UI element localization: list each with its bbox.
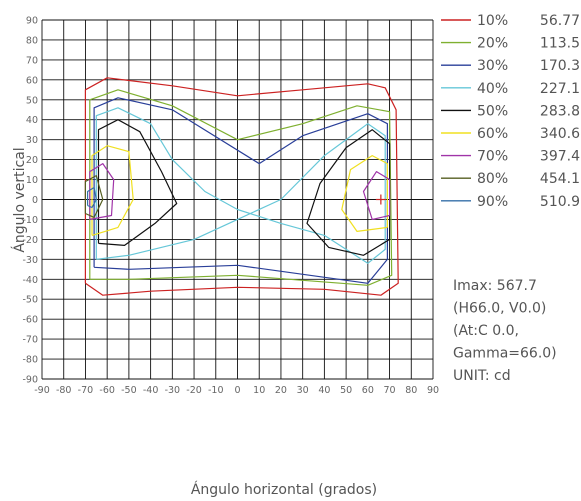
y-tick-label: -30 (22, 255, 38, 266)
x-tick-label: -70 (78, 385, 94, 396)
x-tick-label: -40 (143, 385, 159, 396)
legend-value: 113.5 (540, 36, 580, 52)
x-tick-label: 80 (405, 385, 417, 396)
x-tick-label: -10 (208, 385, 224, 396)
y-tick-label: 60 (26, 75, 38, 86)
legend-percent: 90% (477, 194, 508, 210)
contour-40pct (95, 107, 386, 264)
legend-percent: 50% (477, 103, 508, 119)
y-tick-label: -80 (22, 355, 38, 366)
contour-series (84, 77, 399, 296)
legend-percent: 20% (477, 36, 508, 52)
info-line: UNIT: cd (453, 368, 511, 384)
legend-percent: 70% (477, 149, 508, 165)
x-tick-label: 70 (384, 385, 396, 396)
legend-value: 227.1 (540, 81, 580, 97)
contour-60pct (91, 145, 134, 236)
contour-90pct (86, 186, 97, 209)
chart-grid (41, 19, 434, 380)
x-axis-title: Ángulo horizontal (grados) (191, 481, 377, 498)
y-tick-label: 80 (26, 35, 38, 46)
y-tick-label: 0 (32, 195, 38, 206)
contour-60pctb (341, 155, 388, 232)
x-tick-label: 20 (275, 385, 287, 396)
y-tick-label: 90 (26, 16, 38, 27)
x-tick-label: -60 (99, 385, 115, 396)
contour-50pctb (306, 129, 391, 256)
contour-70pctb (362, 171, 391, 220)
y-tick-label: -40 (22, 275, 38, 286)
intensity-info: Imax: 567.7 (H66.0, V0.0) (At:C 0.0, Gamma=… (453, 278, 557, 384)
legend-percent: 10% (477, 13, 508, 29)
y-tick-label: 70 (26, 55, 38, 66)
x-tick-label: 90 (427, 385, 439, 396)
contour-80pct (84, 175, 104, 218)
y-tick-label: 30 (26, 135, 38, 146)
legend-percent: 60% (477, 126, 508, 142)
legend: 10% 56.77 20% 113.5 30% 170.3 40% 227.1 50% 283.8… (441, 13, 580, 210)
contour-20pct (89, 89, 393, 286)
x-tick-label: -20 (186, 385, 202, 396)
y-tick-label: -10 (22, 215, 38, 226)
info-line: Gamma=66.0) (453, 346, 557, 362)
y-tick-labels: 90 80 70 60 50 40 30 20 10 0 -10 -20 -30 -40 -50 -60 -70… (22, 16, 38, 386)
legend-value: 340.6 (540, 126, 580, 142)
legend-value: 397.4 (540, 149, 580, 165)
y-tick-label: 20 (26, 155, 38, 166)
x-tick-label: -30 (165, 385, 181, 396)
legend-percent: 30% (477, 58, 508, 74)
x-tick-label: -90 (34, 385, 50, 396)
y-tick-label: 10 (26, 175, 38, 186)
legend-value: 56.77 (540, 13, 580, 29)
legend-percent: 80% (477, 171, 508, 187)
x-tick-label: -50 (121, 385, 137, 396)
y-tick-label: 50 (26, 95, 38, 106)
contour-70pct (89, 163, 115, 220)
x-tick-label: -80 (56, 385, 72, 396)
info-line: (H66.0, V0.0) (453, 301, 546, 317)
legend-value: 283.8 (540, 103, 580, 119)
y-tick-label: 40 (26, 115, 38, 126)
info-line: (At:C 0.0, (453, 323, 519, 339)
x-tick-label: 0 (234, 385, 240, 396)
legend-value: 510.9 (540, 194, 580, 210)
legend-value: 170.3 (540, 58, 580, 74)
x-tick-labels: -90 -80 -70 -60 -50 -40 -30 -20 -10 0 10 20 30 40 50 60… (34, 385, 439, 396)
y-tick-label: -60 (22, 315, 38, 326)
info-line: Imax: 567.7 (453, 278, 537, 294)
y-tick-label: -90 (22, 375, 38, 386)
x-tick-label: 40 (318, 385, 330, 396)
x-tick-label: 30 (297, 385, 309, 396)
x-tick-label: 60 (362, 385, 374, 396)
y-tick-label: -50 (22, 295, 38, 306)
contour-10pct (84, 77, 399, 296)
y-axis-title: Ángulo vertical (11, 147, 28, 252)
legend-percent: 40% (477, 81, 508, 97)
contour-30pct (93, 97, 388, 284)
contour-50pct (97, 119, 178, 246)
x-tick-label: 10 (253, 385, 265, 396)
x-tick-label: 50 (340, 385, 352, 396)
y-tick-label: -20 (22, 235, 38, 246)
y-tick-label: -70 (22, 335, 38, 346)
legend-value: 454.1 (540, 171, 580, 187)
